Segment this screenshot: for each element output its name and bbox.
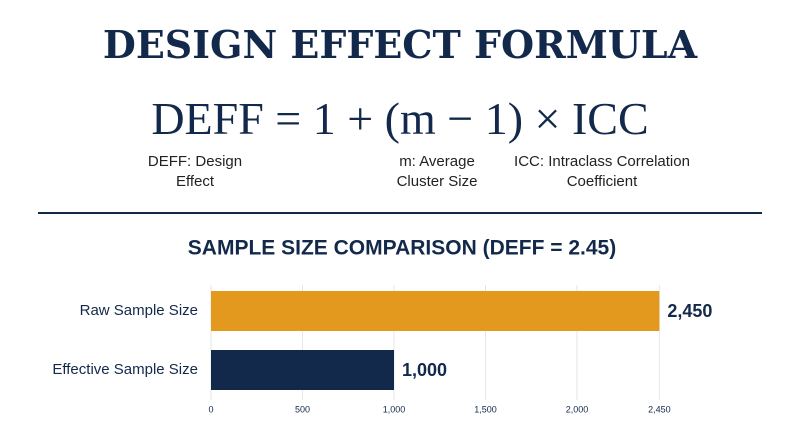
x-tick-label: 500: [295, 404, 310, 414]
value-label: 1,000: [402, 360, 447, 380]
y-tick-label: Effective Sample Size: [52, 361, 198, 378]
bar: [211, 291, 660, 331]
page-title: DESIGN EFFECT FORMULA: [102, 22, 698, 67]
x-tick-label: 0: [208, 404, 213, 414]
chart-title: SAMPLE SIZE COMPARISON (DEFF = 2.45): [188, 237, 616, 260]
divider: [38, 212, 762, 214]
x-tick-label: 1,000: [383, 404, 406, 414]
chart: SAMPLE SIZE COMPARISON (DEFF = 2.45) 0 50…: [52, 237, 712, 415]
x-tick-label: 1,500: [474, 404, 497, 414]
x-tick-label: 2,450: [648, 404, 671, 414]
definition: ICC: Intraclass Correlation Coefficient: [514, 153, 690, 190]
definition: m: Average Cluster Size: [396, 153, 478, 190]
y-tick-label: Raw Sample Size: [80, 302, 198, 319]
formula: DEFF = 1 + (m − 1) × ICC: [151, 93, 649, 144]
bar: [211, 350, 394, 390]
x-tick-label: 2,000: [566, 404, 589, 414]
value-label: 2,450: [667, 301, 712, 321]
definition: DEFF: Design Effect: [147, 153, 243, 190]
